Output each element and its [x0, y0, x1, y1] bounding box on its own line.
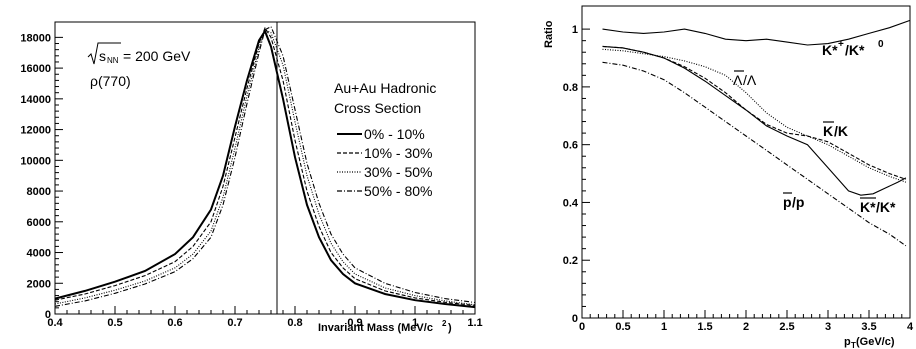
label-kbar-base: K	[823, 123, 833, 139]
legend-title-line2: Cross Section	[334, 100, 421, 116]
label-kbar-rest: /K	[834, 123, 848, 139]
left-ytick-label-2: 4000	[27, 248, 51, 260]
left-series-1-line	[54, 26, 476, 307]
right-xtick-label-1: 0.5	[615, 321, 630, 333]
left-ytick-label-8: 16000	[20, 63, 51, 75]
right-curves	[602, 19, 911, 247]
label-kstarbar-rest: /K*	[876, 199, 896, 215]
right-x-axis-subscript: T	[851, 341, 856, 349]
energy-s: s	[99, 48, 106, 64]
label-kstarbar-over-kstar: K* /K*	[860, 197, 896, 215]
left-x-axis-label: Invariant Mass (MeV/c	[318, 322, 433, 334]
right-ytick-label-4: 0.8	[563, 82, 578, 94]
right-x-axis-label: p	[844, 336, 851, 348]
right-series-1-line	[602, 48, 907, 183]
label-kstar-plus-mid: /K*	[845, 42, 865, 58]
left-series-0-line	[54, 29, 476, 309]
left-ytick-label-1: 2000	[27, 278, 51, 290]
left-ytick-label-3: 6000	[27, 217, 51, 229]
right-series-2-line	[602, 45, 907, 180]
left-series-2-line	[54, 28, 476, 306]
left-series-3-line	[54, 25, 476, 307]
left-xtick-label-2: 0.6	[167, 317, 182, 329]
right-xtick-label-6: 3	[825, 321, 831, 333]
right-xtick-label-5: 2.5	[779, 321, 794, 333]
left-xtick-label-6: 1	[412, 317, 418, 329]
left-legend: 0% - 10% 10% - 30% 30% - 50% 50% - 80%	[337, 126, 432, 199]
left-curves	[54, 25, 476, 309]
label-kstar-plus-sup: +	[838, 39, 844, 50]
energy-nn-subscript: NN	[107, 56, 119, 65]
right-x-axis-suffix: (GeV/c)	[856, 336, 895, 348]
sqrt-symbol	[87, 42, 121, 65]
energy-value: = 200 GeV	[123, 48, 191, 64]
left-axes: 0.4 0.5 0.6 0.7 0.8 0.9 1 1.1 0 2000 4000 6000 8000 1…	[20, 32, 482, 329]
left-xtick-label-1: 0.5	[107, 317, 122, 329]
left-ytick-label-0: 0	[45, 309, 51, 321]
energy-label: s NN = 200 GeV	[87, 42, 191, 65]
right-xtick-label-8: 4	[907, 321, 914, 333]
label-pbar-base: p	[783, 194, 792, 210]
label-lambda-base: Λ	[733, 72, 743, 88]
left-xtick-label-7: 1.1	[467, 317, 482, 329]
left-x-axis-suffix: )	[448, 322, 452, 334]
label-kstar-plus-sup2: 0	[878, 39, 884, 50]
right-y-axis-label: Ratio	[543, 20, 555, 48]
right-ytick-label-0: 0	[572, 313, 578, 325]
right-series-3-line	[602, 45, 907, 196]
left-ytick-label-4: 8000	[27, 186, 51, 198]
right-chart: 0 0.5 1 1.5 2 2.5 3 3.5 4 0 0.2 0.4 0.6 0.8 1 Ratio p …	[543, 5, 914, 349]
left-x-axis-superscript: 2	[442, 319, 447, 328]
right-series-0-line	[602, 19, 911, 46]
right-xtick-label-2: 1	[661, 321, 667, 333]
left-ytick-label-6: 12000	[20, 125, 51, 137]
legend-label-0: 0% - 10%	[364, 126, 425, 142]
left-xtick-label-3: 0.7	[227, 317, 242, 329]
left-xtick-label-0: 0.4	[47, 317, 63, 329]
left-plot-frame	[54, 21, 476, 315]
right-xtick-label-0: 0	[579, 321, 585, 333]
left-ytick-label-7: 14000	[20, 94, 51, 106]
legend-label-2: 30% - 50%	[364, 164, 432, 180]
right-xtick-label-4: 2	[743, 321, 749, 333]
right-ytick-label-3: 0.6	[563, 140, 578, 152]
label-kbar-over-k: K /K	[823, 121, 848, 139]
label-lambda-ratio: Λ /Λ	[733, 70, 757, 88]
left-xtick-label-5: 0.9	[347, 317, 362, 329]
label-pbar-rest: /p	[792, 194, 804, 210]
right-axes: 0 0.5 1 1.5 2 2.5 3 3.5 4 0 0.2 0.4 0.6 0.8 1	[563, 24, 914, 333]
label-kstar-plus-over-kstar0: K* + /K* 0	[822, 39, 884, 58]
right-ytick-label-1: 0.2	[563, 255, 578, 267]
left-ytick-label-9: 18000	[20, 32, 51, 44]
label-lambda-rest: /Λ	[743, 72, 757, 88]
legend-title-line1: Au+Au Hadronic	[334, 80, 436, 96]
right-xtick-label-7: 3.5	[861, 321, 876, 333]
right-x-axis-title: p T (GeV/c)	[844, 336, 895, 349]
left-x-axis-title: Invariant Mass (MeV/c 2 )	[318, 319, 452, 334]
label-pbar-over-p: p /p	[783, 192, 804, 210]
right-ytick-label-2: 0.4	[563, 197, 579, 209]
right-ytick-label-5: 1	[572, 24, 578, 36]
legend-label-1: 10% - 30%	[364, 145, 432, 161]
right-series-4-line	[602, 61, 907, 247]
left-chart: 0.4 0.5 0.6 0.7 0.8 0.9 1 1.1 0 2000 4000 6000 8000 1…	[20, 21, 483, 334]
resonance-label: ρ(770)	[90, 73, 131, 89]
left-xtick-label-4: 0.8	[287, 317, 302, 329]
right-xtick-label-3: 1.5	[697, 321, 712, 333]
legend-label-3: 50% - 80%	[364, 183, 432, 199]
left-ytick-label-5: 10000	[20, 155, 51, 167]
label-kstar-plus-base: K*	[822, 42, 838, 58]
label-kstarbar-base: K*	[860, 199, 876, 215]
